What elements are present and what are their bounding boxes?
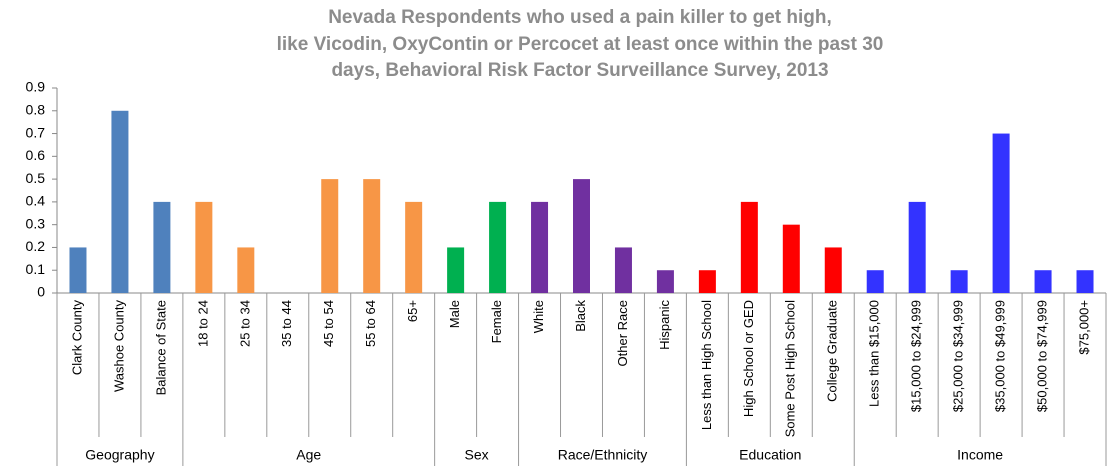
x-tick-label: $35,000 to $49,999 (993, 300, 1008, 412)
x-tick-label: High School or GED (741, 300, 756, 417)
bar (153, 201, 171, 293)
bar (614, 247, 632, 293)
bar (1034, 270, 1052, 293)
bar (363, 179, 381, 293)
y-tick-label: 0.7 (26, 124, 46, 140)
y-tick-label: 0.1 (26, 261, 46, 277)
x-tick-label: Some Post High School (783, 300, 798, 437)
x-tick-label: Clark County (69, 300, 84, 376)
bar (531, 201, 549, 293)
chart-title: days, Behavioral Risk Factor Surveillanc… (331, 60, 828, 81)
y-tick-label: 0.2 (26, 238, 46, 254)
bar (950, 270, 968, 293)
group-label: Race/Ethnicity (558, 447, 647, 463)
group-label: Income (957, 447, 1003, 463)
x-tick-label: $25,000 to $34,999 (951, 300, 966, 412)
x-tick-label: 65+ (405, 300, 420, 322)
bar (1076, 270, 1094, 293)
bar (782, 224, 800, 293)
group-label: Sex (465, 447, 489, 463)
x-tick-label: Less than $15,000 (867, 300, 882, 407)
bar (195, 201, 213, 293)
bar (908, 201, 926, 293)
y-tick-label: 0.4 (26, 193, 46, 209)
x-tick-label: White (531, 300, 546, 333)
group-label: Age (296, 447, 321, 463)
x-tick-label: Hispanic (657, 300, 672, 350)
x-tick-label: 25 to 34 (237, 300, 252, 347)
x-tick-label: 35 to 44 (279, 300, 294, 347)
x-tick-label: Male (447, 300, 462, 328)
bar (447, 247, 465, 293)
x-tick-label: College Graduate (825, 300, 840, 402)
x-tick-label: Black (573, 300, 588, 332)
bar (824, 247, 842, 293)
x-tick-label: Balance of State (153, 300, 168, 395)
x-tick-label: $15,000 to $24,999 (909, 300, 924, 412)
bar (866, 270, 884, 293)
bar (698, 270, 716, 293)
x-tick-label: Washoe County (111, 300, 126, 393)
bar (69, 247, 87, 293)
chart-title: Nevada Respondents who used a pain kille… (328, 7, 832, 28)
x-tick-label: Other Race (615, 300, 630, 366)
x-tick-label: Less than High School (699, 300, 714, 430)
bar (489, 201, 507, 293)
bar (656, 270, 674, 293)
bar (405, 201, 423, 293)
x-tick-label: 18 to 24 (195, 300, 210, 347)
x-tick-label: Female (489, 300, 504, 343)
bar (321, 179, 339, 293)
bar (992, 133, 1010, 293)
x-tick-label: $75,000+ (1076, 300, 1091, 355)
bar (573, 179, 590, 293)
x-tick-label: $50,000 to $74,999 (1034, 300, 1049, 412)
x-tick-label: 45 to 54 (321, 300, 336, 347)
chart-title: like Vicodin, OxyContin or Percocet at l… (277, 34, 884, 55)
bar (111, 110, 129, 294)
x-tick-label: 55 to 64 (363, 300, 378, 347)
group-label: Education (739, 447, 801, 463)
group-label: Geography (85, 447, 154, 463)
bar (740, 201, 758, 293)
y-tick-label: 0 (37, 284, 45, 300)
bar (237, 247, 255, 293)
y-tick-label: 0.8 (26, 101, 46, 117)
y-tick-label: 0.6 (26, 147, 46, 163)
y-tick-label: 0.5 (26, 170, 46, 186)
y-tick-label: 0.3 (26, 215, 46, 231)
y-tick-label: 0.9 (26, 79, 46, 95)
